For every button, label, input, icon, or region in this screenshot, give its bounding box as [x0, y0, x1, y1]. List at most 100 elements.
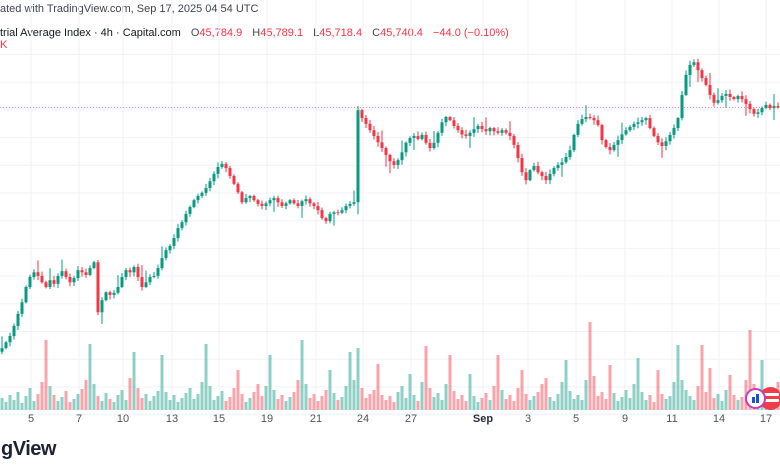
volume-bar: [180, 398, 184, 410]
attribution-text: ated with TradingView.com, Sep 17, 2025 …: [0, 3, 259, 15]
tradingview-logo[interactable]: gView: [1, 438, 56, 460]
volume-bar: [652, 402, 656, 410]
symbol-legend[interactable]: trial Average Index · 4h · Capital.com O…: [0, 27, 509, 39]
volume-bar: [424, 346, 428, 410]
candle-body: [0, 348, 4, 352]
volume-bar: [388, 396, 392, 410]
candle-body: [288, 200, 292, 204]
x-tick-label: 10: [117, 413, 129, 425]
candle-body: [368, 123, 372, 131]
candle-body: [600, 124, 604, 141]
volume-bar: [20, 403, 24, 410]
volume-bar: [404, 398, 408, 410]
volume-bar: [168, 400, 172, 410]
volume-bar: [400, 386, 404, 410]
candle-body: [300, 201, 304, 206]
candle-body: [224, 163, 228, 169]
candle-body: [184, 213, 188, 223]
candle-body: [492, 128, 496, 132]
volume-bar: [208, 386, 212, 410]
candle-body: [540, 172, 544, 176]
volume-bar: [52, 395, 56, 410]
candle-body: [64, 271, 68, 278]
candle-body: [248, 195, 252, 199]
candle-body: [356, 110, 360, 203]
volume-bar: [304, 384, 308, 410]
site-watermark-badge: [745, 387, 780, 414]
candle-body: [56, 275, 60, 284]
candle-body: [308, 199, 312, 204]
candle-body: [160, 258, 164, 269]
candle-body: [608, 147, 612, 151]
volume-bar: [712, 398, 716, 410]
candle-body: [256, 200, 260, 204]
candle-body: [376, 135, 380, 143]
candle-body: [228, 168, 232, 176]
candle-body: [652, 128, 656, 136]
volume-bar: [504, 399, 508, 410]
time-axis[interactable]: 5 7 10 13 15 19 21 24 27 Sep 3 5 9 11 14 17: [28, 413, 772, 425]
candle-body: [660, 142, 664, 146]
volume-bar: [320, 396, 324, 410]
candle-body: [572, 134, 576, 151]
volume-bar: [552, 401, 556, 410]
candle-body: [408, 138, 412, 143]
volume-bar: [704, 392, 708, 410]
volume-bar: [248, 398, 252, 410]
candle-body: [216, 167, 220, 174]
volume-bar: [464, 401, 468, 410]
bar-chart-icon: [752, 394, 759, 403]
candle-body: [632, 123, 636, 128]
candle-body: [500, 130, 504, 133]
candle-body: [428, 142, 432, 149]
candle-body: [460, 130, 464, 135]
volume-bar: [596, 396, 600, 410]
volume-bar: [40, 382, 44, 410]
candle-body: [640, 120, 644, 123]
candle-body: [204, 188, 208, 193]
volume-bar: [536, 392, 540, 410]
volume-bar: [408, 374, 412, 410]
candle-body: [700, 70, 704, 79]
candle-body: [220, 163, 224, 168]
volume-bar: [292, 392, 296, 410]
candle-body: [768, 104, 772, 109]
candle-body: [556, 164, 560, 169]
volume-bar: [288, 397, 292, 410]
volume-bar: [456, 399, 460, 410]
volume-bar: [340, 397, 344, 410]
volume-bar: [80, 389, 84, 410]
volume-bar: [68, 402, 72, 410]
volume-bar: [316, 401, 320, 410]
volume-bar: [476, 402, 480, 410]
candle-body: [360, 110, 364, 119]
volume-bar: [268, 355, 272, 410]
candle-body: [372, 130, 376, 136]
candle-body: [112, 292, 116, 295]
candle-body: [724, 93, 728, 96]
volume-bar: [428, 388, 432, 410]
candle-body: [464, 134, 468, 136]
candle-body: [756, 112, 760, 114]
volume-bar: [84, 380, 88, 410]
candle-body: [560, 162, 564, 165]
volume-bar: [196, 394, 200, 410]
volume-bar: [520, 370, 524, 410]
candle-body: [676, 118, 680, 129]
volume-bar: [44, 340, 48, 410]
volume-bar: [384, 400, 388, 410]
candle-body: [92, 262, 96, 269]
volume-bar: [324, 390, 328, 410]
candle-body: [152, 275, 156, 278]
candle-body: [696, 62, 700, 71]
volume-bar: [640, 392, 644, 410]
volume-bar: [132, 352, 136, 410]
volume-bar: [376, 364, 380, 410]
candle-body: [104, 292, 108, 301]
volume-bar: [128, 378, 132, 410]
volume-bar: [32, 401, 36, 410]
volume-bar: [748, 330, 752, 410]
candle-body: [472, 129, 476, 133]
x-tick-label: 3: [525, 413, 531, 425]
